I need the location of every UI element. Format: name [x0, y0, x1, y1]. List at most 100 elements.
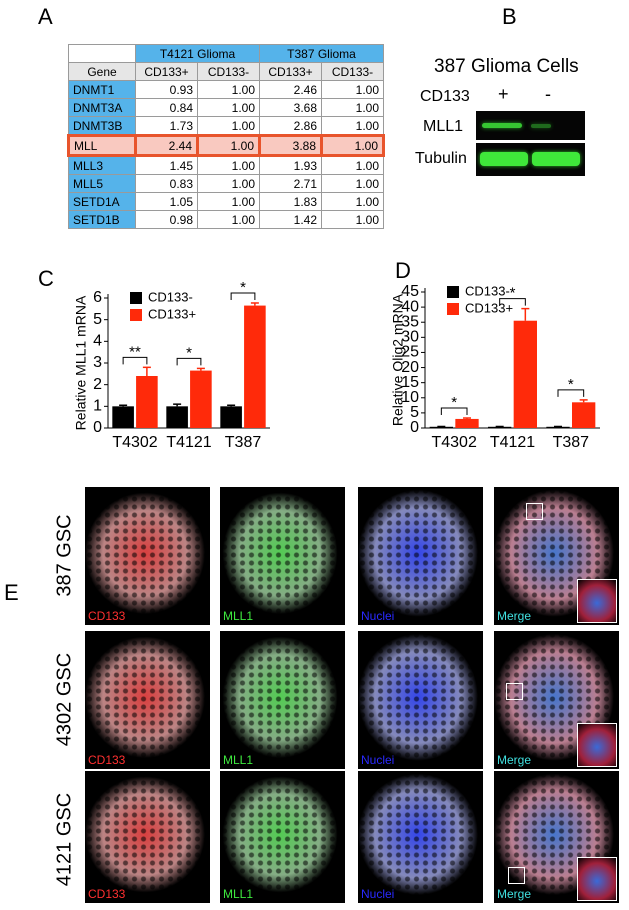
legend-label: CD133+: [465, 300, 513, 315]
band-label: MLL1: [423, 118, 464, 135]
micrograph: MLL1: [220, 631, 345, 769]
table-cell: [68, 44, 136, 63]
blot-title: 387 Glioma Cells: [434, 56, 579, 77]
value-cell: 1.00: [320, 134, 385, 157]
table-row: DNMT3A 0.84 1.00 3.68 1.00: [68, 98, 384, 117]
roi-box: [506, 683, 523, 700]
value-cell: 3.68: [259, 98, 322, 117]
speckle: [85, 631, 210, 769]
legend-label: CD133-: [148, 289, 193, 304]
value-cell: 1.00: [197, 210, 260, 229]
y-tick-label: 0: [93, 419, 102, 436]
x-tick-label: T4121: [490, 434, 535, 451]
y-axis-label: Relative Olig2 mRNA: [390, 293, 406, 426]
y-tick-label: 40: [401, 298, 419, 315]
blot-strip: [476, 111, 585, 140]
micrograph: Nuclei: [358, 631, 483, 769]
bar: [190, 370, 212, 428]
micrograph: MLL1: [220, 487, 345, 625]
bar: [429, 426, 453, 428]
column-header: CD133-: [321, 62, 384, 81]
significance-label: *: [568, 376, 574, 393]
table-row: DNMT1 0.93 1.00 2.46 1.00: [68, 80, 384, 99]
significance-label: *: [451, 394, 457, 411]
significance-label: *: [186, 344, 192, 361]
micrograph: CD133: [85, 771, 210, 903]
y-tick-label: 10: [401, 389, 419, 406]
column-header: CD133+: [135, 62, 198, 81]
channel-caption: MLL1: [223, 753, 254, 767]
micrograph: CD133: [85, 631, 210, 769]
significance-bracket: [557, 389, 585, 397]
micrograph: Nuclei: [358, 771, 483, 903]
value-cell: 1.93: [259, 155, 322, 175]
value-cell: 2.71: [259, 174, 322, 193]
inset: [577, 579, 617, 623]
inset: [577, 723, 617, 767]
micrograph: CD133: [85, 487, 210, 625]
y-tick-label: 25: [401, 344, 419, 361]
x-tick-label: T387: [225, 434, 262, 451]
y-tick-label: 3: [93, 354, 102, 371]
blot-strip: [476, 143, 585, 176]
legend-swatch: [130, 309, 142, 321]
expression-table: T4121 Glioma T387 Glioma Gene CD133+ CD133- C…: [67, 44, 385, 229]
micrograph: Merge: [494, 631, 619, 769]
y-tick-label: 0: [410, 419, 419, 436]
legend-swatch: [447, 286, 459, 298]
gene-cell: DNMT3A: [68, 98, 136, 117]
y-tick-label: 15: [401, 374, 419, 391]
gene-cell: DNMT1: [68, 80, 136, 99]
lane-label: +: [498, 84, 509, 104]
panel-label: E: [4, 580, 19, 605]
gene-cell: SETD1B: [68, 210, 136, 229]
y-tick-label: 6: [93, 289, 102, 306]
x-tick-label: T4302: [112, 434, 157, 451]
value-cell: 1.00: [196, 134, 261, 157]
speckle: [220, 771, 345, 903]
value-cell: 2.86: [259, 116, 322, 136]
channel-caption: Nuclei: [361, 753, 395, 767]
roi-box: [526, 503, 543, 520]
table-row: Gene CD133+ CD133- CD133+ CD133-: [68, 62, 384, 81]
inset: [577, 857, 617, 901]
panel-label: D: [395, 258, 411, 283]
value-cell: 0.98: [135, 210, 198, 229]
legend-swatch: [130, 292, 142, 304]
y-tick-label: 35: [401, 313, 419, 330]
panel-label: B: [502, 4, 517, 29]
gene-cell: MLL3: [68, 155, 136, 175]
channel-caption: Merge: [497, 887, 532, 901]
y-tick-label: 45: [401, 283, 419, 300]
y-tick-label: 5: [93, 311, 102, 328]
x-tick-label: T4302: [431, 434, 476, 451]
significance-bracket: [499, 298, 526, 306]
legend-label: CD133-: [465, 283, 510, 298]
value-cell: 1.00: [197, 98, 260, 117]
table-row: SETD1B 0.98 1.00 1.42 1.00: [68, 210, 384, 229]
channel-caption: CD133: [88, 887, 126, 901]
speckle: [358, 771, 483, 903]
value-cell: 0.93: [135, 80, 198, 99]
significance-label: *: [240, 279, 246, 296]
x-tick-label: T4121: [166, 434, 211, 451]
value-cell: 0.83: [135, 174, 198, 193]
speckle: [358, 631, 483, 769]
y-axis-label: Relative MLL1 mRNA: [73, 295, 89, 430]
speckle: [358, 487, 483, 625]
speckle: [220, 631, 345, 769]
table-row: MLL 2.44 1.00 3.88 1.00: [67, 134, 385, 157]
roi-box: [508, 867, 525, 884]
significance-bracket: [440, 407, 468, 416]
table-row: MLL3 1.45 1.00 1.93 1.00: [68, 155, 384, 175]
legend-swatch: [447, 303, 459, 315]
bar: [546, 426, 570, 428]
panel-label: A: [38, 4, 53, 29]
y-tick-label: 20: [401, 359, 419, 376]
speckle: [85, 771, 210, 903]
significance-bracket: [176, 357, 202, 366]
panel-label: C: [38, 266, 54, 291]
value-cell: 1.42: [259, 210, 322, 229]
